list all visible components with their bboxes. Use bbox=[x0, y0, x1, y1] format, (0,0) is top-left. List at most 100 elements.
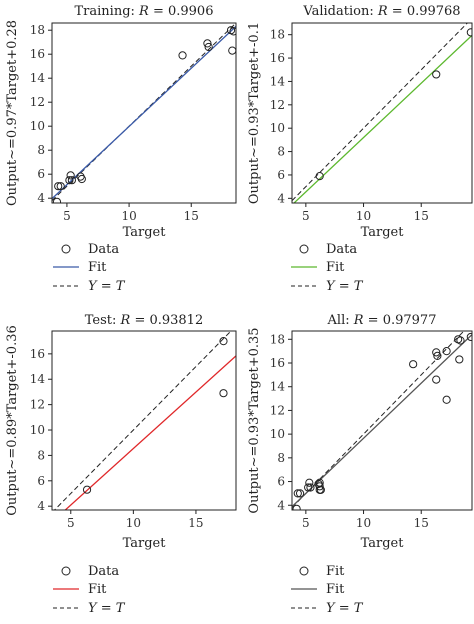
legend-label: Fit bbox=[326, 582, 345, 597]
legend-marker bbox=[61, 566, 71, 576]
chart-panel-4: All: R = 0.97977 5 10 15 4 6 8 10 12 14 16 18 Target… bbox=[247, 313, 473, 616]
y-tick-label: 10 bbox=[30, 119, 45, 133]
data-point bbox=[306, 483, 315, 492]
x-tick-label: 5 bbox=[302, 209, 310, 223]
legend-label: Y = T bbox=[326, 279, 364, 294]
y-tick-label: 12 bbox=[30, 95, 45, 109]
y-tick-label: 14 bbox=[30, 372, 46, 386]
legend-label: Fit bbox=[88, 582, 107, 597]
y-tick-label: 4 bbox=[277, 191, 285, 205]
x-tick-label: 10 bbox=[356, 516, 371, 530]
chart-title: Test: R = 0.93812 bbox=[85, 313, 203, 328]
data-point bbox=[219, 337, 228, 346]
identity-line bbox=[292, 331, 465, 508]
x-axis-label: Target bbox=[123, 225, 167, 240]
data-point bbox=[315, 478, 324, 487]
y-tick-label: 18 bbox=[30, 23, 45, 37]
data-point bbox=[67, 176, 76, 185]
y-tick-label: 16 bbox=[270, 51, 285, 65]
data-point bbox=[66, 171, 75, 180]
legend-label: Fit bbox=[88, 260, 107, 275]
data-point bbox=[442, 347, 451, 356]
y-tick-label: 10 bbox=[270, 427, 285, 441]
y-tick-label: 8 bbox=[37, 143, 45, 157]
y-tick-label: 12 bbox=[270, 403, 285, 417]
x-tick-label: 10 bbox=[126, 516, 141, 530]
identity-line bbox=[292, 23, 469, 202]
chart-title: Training: R = 0.9906 bbox=[75, 4, 214, 19]
data-point bbox=[204, 42, 213, 52]
legend-label: Y = T bbox=[326, 601, 364, 616]
data-point bbox=[178, 51, 187, 60]
data-point bbox=[433, 351, 442, 360]
legend: Data Fit Y = T bbox=[291, 242, 364, 294]
data-point bbox=[295, 489, 305, 498]
legend-label: Fit bbox=[326, 564, 345, 579]
data-point bbox=[466, 28, 472, 37]
data-point bbox=[77, 174, 86, 184]
y-tick-label: 8 bbox=[277, 451, 285, 465]
x-tick-label: 5 bbox=[302, 516, 310, 530]
plot-frame bbox=[291, 22, 473, 204]
data-point bbox=[409, 360, 418, 369]
y-tick-label: 10 bbox=[30, 423, 45, 437]
legend-label: Data bbox=[326, 242, 357, 257]
plot-frame bbox=[291, 330, 473, 511]
data-point bbox=[52, 197, 62, 203]
legend-label: Data bbox=[88, 242, 119, 257]
data-point bbox=[54, 182, 63, 191]
y-axis-label: Output~=0.89*Target+-0.36 bbox=[5, 325, 20, 516]
data-point bbox=[466, 332, 472, 342]
fit-line bbox=[293, 34, 472, 203]
legend-label: Data bbox=[88, 564, 119, 579]
legend-label: Fit bbox=[326, 260, 345, 275]
chart-panel-3: Test: R = 0.93812 5 10 15 4 6 8 10 12 14 16 Target O… bbox=[5, 313, 237, 616]
data-point bbox=[315, 482, 324, 491]
y-tick-label: 4 bbox=[277, 498, 285, 512]
y-axis-label: Output~=0.93*Target+0.35 bbox=[247, 327, 262, 513]
data-point bbox=[456, 336, 465, 345]
x-tick-label: 5 bbox=[63, 209, 71, 223]
legend: Data Fit Y = T bbox=[53, 242, 126, 294]
y-tick-label: 8 bbox=[277, 145, 285, 159]
identity-line bbox=[53, 331, 232, 510]
y-axis-label: Output~=0.93*Target+-0.1 bbox=[247, 22, 262, 204]
legend: Data Fit Y = T bbox=[53, 564, 126, 616]
plot-frame bbox=[51, 22, 237, 204]
identity-line bbox=[52, 23, 236, 201]
legend-marker bbox=[299, 244, 309, 254]
x-tick-label: 15 bbox=[188, 516, 203, 530]
x-axis-label: Target bbox=[361, 225, 405, 240]
y-tick-label: 12 bbox=[30, 398, 45, 412]
x-tick-label: 15 bbox=[184, 209, 199, 223]
data-point bbox=[432, 375, 441, 384]
y-axis-label: Output~=0.97*Target+0.28 bbox=[5, 20, 20, 206]
x-tick-label: 15 bbox=[414, 209, 429, 223]
data-point bbox=[432, 348, 441, 357]
chart-panel-2: Validation: R = 0.99768 5 10 15 4 6 8 10 12 14 16 1… bbox=[247, 4, 473, 294]
legend: Fit Fit Y = T bbox=[291, 564, 364, 616]
data-point bbox=[432, 70, 441, 79]
y-tick-label: 8 bbox=[37, 448, 45, 462]
y-tick-label: 14 bbox=[270, 380, 286, 394]
x-tick-label: 10 bbox=[356, 209, 371, 223]
y-tick-label: 6 bbox=[37, 167, 45, 181]
y-tick-label: 14 bbox=[270, 74, 286, 88]
fit-line bbox=[292, 334, 472, 508]
plot-frame bbox=[51, 330, 237, 511]
y-tick-label: 14 bbox=[30, 71, 46, 85]
data-point bbox=[315, 172, 324, 181]
x-tick-label: 15 bbox=[414, 516, 429, 530]
x-tick-label: 5 bbox=[67, 516, 75, 530]
y-tick-label: 6 bbox=[37, 474, 45, 488]
data-point bbox=[228, 46, 236, 55]
data-point bbox=[56, 182, 65, 191]
data-point bbox=[229, 27, 236, 36]
y-tick-label: 12 bbox=[270, 98, 285, 112]
y-tick-label: 4 bbox=[37, 191, 45, 205]
data-point bbox=[219, 389, 228, 398]
data-point bbox=[442, 395, 451, 404]
data-point bbox=[305, 478, 314, 487]
data-point bbox=[65, 176, 74, 185]
x-tick-label: 10 bbox=[121, 209, 136, 223]
